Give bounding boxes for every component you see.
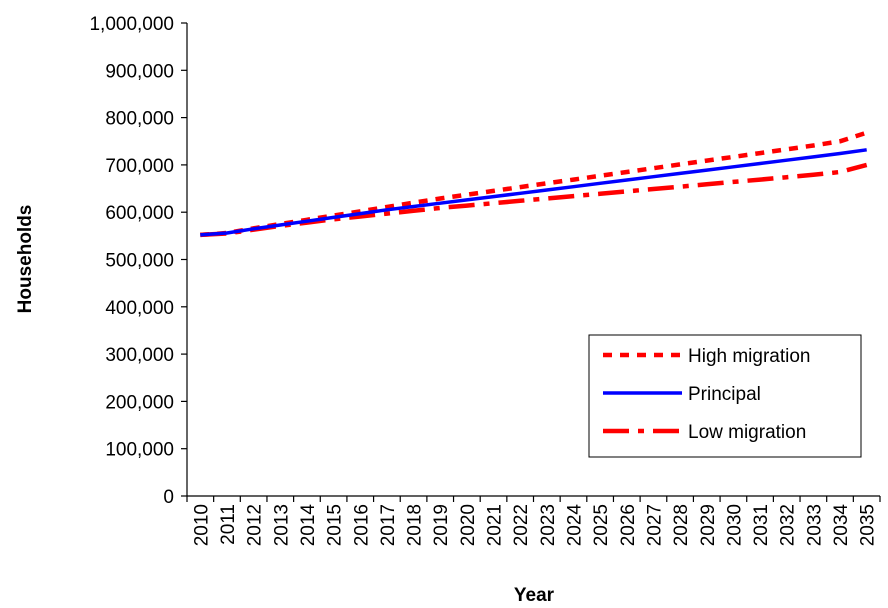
y-tick-label: 400,000 — [105, 298, 174, 319]
x-tick-label: 2033 — [804, 504, 825, 546]
series-line-high-migration — [200, 130, 868, 238]
x-tick-label: 2027 — [644, 504, 665, 546]
x-tick-label: 2025 — [591, 504, 612, 546]
y-axis-title: Households — [15, 205, 36, 314]
x-tick-label: 2021 — [485, 504, 506, 546]
x-tick-label: 2020 — [458, 504, 479, 546]
series-lines — [200, 130, 868, 238]
y-tick-label: 900,000 — [105, 61, 174, 82]
legend-label: Principal — [688, 384, 761, 405]
x-tick-label: 2013 — [271, 504, 292, 546]
legend-label: High migration — [688, 346, 811, 367]
x-tick-label: 2016 — [351, 504, 372, 546]
y-tick-label: 300,000 — [105, 345, 174, 366]
y-tick-label: 200,000 — [105, 392, 174, 413]
x-tick-label: 2030 — [724, 504, 745, 546]
x-axis-title: Year — [514, 585, 555, 606]
x-tick-label: 2035 — [858, 504, 879, 546]
x-tick-label: 2014 — [298, 504, 319, 547]
legend: High migration Principal Low migration — [588, 334, 862, 458]
x-tick-label: 2012 — [245, 504, 266, 546]
x-tick-label: 2017 — [378, 504, 399, 546]
y-tick-label: 500,000 — [105, 251, 174, 272]
x-tick-label: 2024 — [564, 504, 585, 547]
legend-box — [588, 334, 862, 458]
y-tick-label: 1,000,000 — [89, 14, 174, 35]
x-tick-label: 2028 — [671, 504, 692, 546]
y-tick-label: 700,000 — [105, 156, 174, 177]
x-axis-ticks: 2010 2011 2012 2013 2014 2015 2016 2017 2018 2019… — [186, 496, 881, 547]
x-tick-label: 2011 — [218, 504, 239, 545]
y-tick-label: 0 — [163, 487, 174, 508]
legend-label: Low migration — [688, 422, 806, 443]
legend-items: High migration Principal Low migration — [603, 346, 811, 443]
x-tick-label: 2010 — [191, 504, 212, 546]
x-tick-label: 2018 — [405, 504, 426, 546]
x-tick-label: 2029 — [698, 504, 719, 546]
x-tick-label: 2026 — [618, 504, 639, 546]
y-tick-label: 800,000 — [105, 109, 174, 130]
x-tick-label: 2019 — [431, 504, 452, 546]
series-line-principal — [200, 148, 867, 237]
y-tick-label: 100,000 — [105, 440, 174, 461]
y-tick-label: 600,000 — [105, 203, 174, 224]
y-axis-ticks: 0 100,000 200,000 300,000 400,000 500,000 600,… — [89, 14, 187, 508]
x-tick-label: 2022 — [511, 504, 532, 546]
x-tick-label: 2015 — [325, 504, 346, 546]
x-tick-label: 2023 — [538, 504, 559, 546]
x-tick-label: 2032 — [778, 504, 799, 546]
x-tick-label: 2031 — [751, 504, 772, 546]
x-tick-label: 2034 — [831, 504, 852, 547]
